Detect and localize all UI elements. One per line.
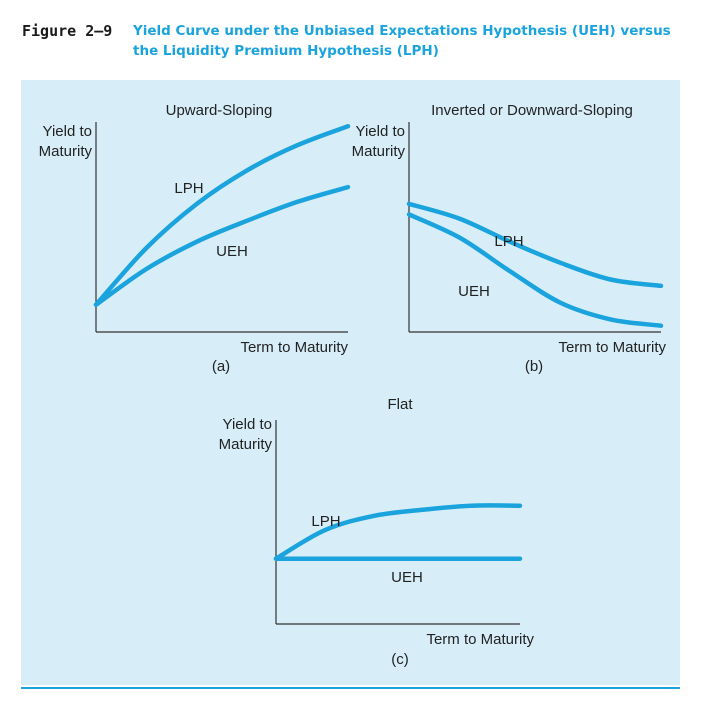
chart-b-ueh-label: UEH	[458, 283, 490, 300]
chart-b-ueh-curve	[406, 212, 664, 328]
chart-a-xlabel: Term to Maturity	[240, 339, 348, 356]
chart-b-panel-label: (b)	[525, 358, 543, 375]
chart-b-ylabel-line1: Yield to	[356, 123, 405, 140]
chart-a-ueh-label: UEH	[216, 243, 248, 260]
figure-title: Yield Curve under the Unbiased Expectati…	[133, 23, 671, 59]
chart-b-lph-curve	[406, 201, 664, 289]
chart-a-ueh-curve	[93, 184, 351, 307]
chart-a-ylabel-line1: Yield to	[43, 123, 92, 140]
chart-c-lph-curve	[273, 503, 523, 561]
panel-bottom-rule	[21, 687, 680, 689]
chart-c-ylabel-line1: Yield to	[223, 416, 272, 433]
figure-number: Figure 2–9	[22, 22, 113, 40]
chart-c-ylabel-line2: Maturity	[219, 436, 273, 453]
figure-panel	[21, 80, 680, 685]
chart-b-ylabel-line2: Maturity	[352, 143, 406, 160]
chart-b-xlabel: Term to Maturity	[558, 339, 666, 356]
chart-b-lph-label: LPH	[494, 233, 523, 250]
chart-a-lph-label: LPH	[174, 180, 203, 197]
chart-c-title: Flat	[387, 396, 413, 413]
chart-a-title: Upward-Sloping	[166, 102, 273, 119]
chart-c-panel-label: (c)	[391, 651, 409, 668]
chart-a-lph-curve	[93, 123, 351, 307]
chart-a-ylabel-line2: Maturity	[39, 143, 93, 160]
chart-c-ueh-label: UEH	[391, 569, 423, 586]
chart-c-lph-label: LPH	[311, 513, 340, 530]
chart-b-title: Inverted or Downward-Sloping	[431, 102, 633, 119]
chart-c-xlabel: Term to Maturity	[426, 631, 534, 648]
chart-a-panel-label: (a)	[212, 358, 230, 375]
